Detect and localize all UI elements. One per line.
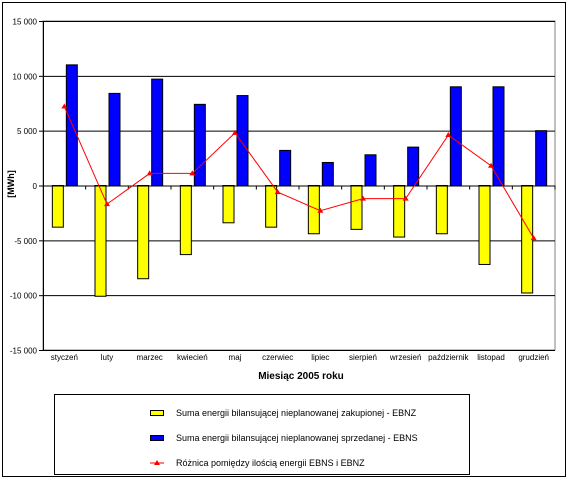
legend-item-ebns: Suma energii bilansującej nieplanowanej … bbox=[150, 429, 418, 447]
legend-label-roznica: Różnica pomiędzy ilością energii EBNS i … bbox=[176, 458, 365, 468]
bar-ebnz bbox=[51, 185, 64, 228]
bar-ebns bbox=[279, 149, 292, 186]
point-roznica bbox=[189, 170, 196, 176]
bar-ebns bbox=[449, 86, 462, 186]
x-tick-label: marzec bbox=[137, 353, 163, 362]
bar-ebnz bbox=[137, 185, 150, 280]
point-roznica bbox=[445, 132, 452, 138]
bar-ebns bbox=[407, 146, 420, 187]
bar-ebns bbox=[193, 103, 206, 186]
x-axis-label: Miesiąc 2005 roku bbox=[258, 371, 344, 382]
line-roznica bbox=[63, 106, 535, 239]
bar-ebns bbox=[321, 161, 334, 187]
point-roznica bbox=[104, 201, 110, 207]
x-tick-label: styczeń bbox=[51, 353, 78, 362]
point-roznica bbox=[530, 235, 537, 241]
legend: Suma energii bilansującej nieplanowanej … bbox=[54, 394, 470, 475]
x-tick-label: kwiecień bbox=[177, 353, 208, 362]
x-tick-label: sierpień bbox=[349, 353, 377, 362]
x-tick-label: październik bbox=[428, 353, 469, 362]
legend-item-ebnz: Suma energii bilansującej nieplanowanej … bbox=[150, 404, 416, 422]
y-tick-label: 0 bbox=[33, 182, 38, 191]
bar-ebnz bbox=[435, 185, 448, 235]
bar-ebns bbox=[151, 78, 164, 186]
bar-ebnz bbox=[94, 185, 107, 297]
y-tick-label: -5 000 bbox=[14, 237, 37, 246]
legend-label-ebns: Suma energii bilansującej nieplanowanej … bbox=[176, 433, 418, 443]
bar-ebns bbox=[108, 92, 121, 186]
point-roznica bbox=[317, 207, 324, 213]
bar-ebnz bbox=[179, 185, 192, 256]
x-tick-label: listopad bbox=[477, 353, 505, 362]
legend-swatch-ebns bbox=[150, 435, 164, 441]
point-roznica bbox=[61, 103, 68, 109]
y-axis-label: [MWh] bbox=[6, 170, 16, 197]
legend-item-roznica: Różnica pomiędzy ilością energii EBNS i … bbox=[150, 454, 365, 472]
y-tick-label: -15 000 bbox=[10, 347, 38, 356]
y-tick-label: 10 000 bbox=[13, 72, 38, 81]
point-roznica bbox=[488, 162, 494, 168]
legend-line-marker bbox=[150, 460, 164, 465]
legend-label-ebnz: Suma energii bilansującej nieplanowanej … bbox=[176, 408, 417, 418]
point-roznica bbox=[360, 195, 366, 201]
x-tick-label: czerwiec bbox=[262, 353, 293, 362]
x-tick-label: wrzesień bbox=[389, 353, 422, 362]
x-tick-label: luty bbox=[101, 353, 113, 362]
bar-ebnz bbox=[265, 185, 278, 228]
bar-ebnz bbox=[393, 185, 406, 238]
point-roznica bbox=[274, 189, 281, 195]
legend-swatch-ebnz bbox=[150, 410, 164, 416]
point-roznica bbox=[402, 195, 409, 201]
y-tick-label: 15 000 bbox=[13, 18, 38, 27]
bar-ebns bbox=[364, 154, 377, 187]
point-roznica bbox=[146, 170, 153, 176]
bar-ebns bbox=[236, 95, 249, 186]
x-tick-label: maj bbox=[229, 353, 242, 362]
x-tick-label: grudzień bbox=[518, 353, 549, 362]
x-tick-label: lipiec bbox=[311, 353, 329, 362]
bar-ebnz bbox=[478, 185, 491, 265]
chart-frame bbox=[2, 2, 566, 477]
bar-ebns bbox=[65, 64, 78, 186]
y-tick-label: 5 000 bbox=[17, 127, 38, 136]
bar-ebns bbox=[492, 86, 505, 186]
bar-ebnz bbox=[222, 185, 235, 224]
bar-ebns bbox=[535, 130, 548, 187]
bar-ebnz bbox=[521, 185, 534, 294]
bar-ebnz bbox=[350, 185, 363, 230]
y-tick-label: -10 000 bbox=[10, 292, 38, 301]
point-roznica bbox=[232, 129, 238, 135]
